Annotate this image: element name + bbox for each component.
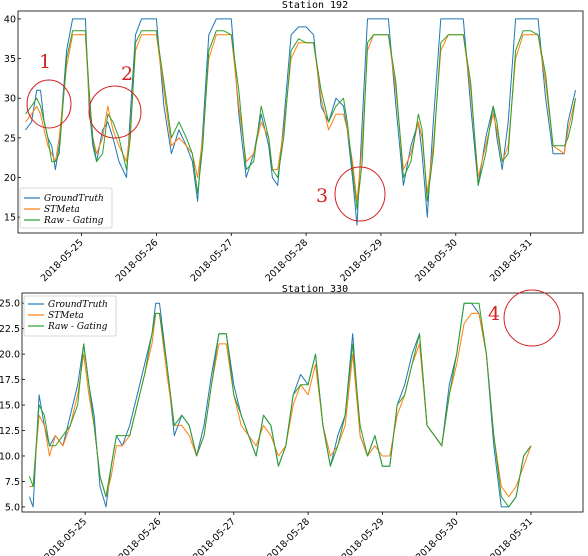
y-tick-label: 15.0 <box>0 401 20 412</box>
x-tick-label: 2018-05-25 <box>42 516 89 556</box>
series-line-raw-gating <box>25 30 576 210</box>
x-axis: 2018-05-25 2018-05-26 2018-05-27 2018-05-28… <box>39 233 535 284</box>
y-tick-label: 20.0 <box>0 350 20 361</box>
plot-area <box>25 18 576 226</box>
annotation-4: 4 <box>488 289 561 347</box>
plot-frame <box>17 10 584 234</box>
annotation-label-1: 1 <box>39 51 51 73</box>
annotation-label-3: 3 <box>316 185 328 207</box>
legend-label-groundtruth: GroundTruth <box>48 300 108 310</box>
x-tick-label: 2018-05-25 <box>39 237 86 284</box>
y-tick-label: 40 <box>4 14 16 25</box>
x-axis: 2018-05-25 2018-05-26 2018-05-27 2018-05-28… <box>42 512 535 556</box>
x-tick-label: 2018-05-27 <box>191 516 238 556</box>
series-line-stmeta <box>25 34 576 202</box>
y-tick-label: 30 <box>4 94 16 105</box>
annotation-label-2: 2 <box>121 63 133 85</box>
y-tick-label: 22.5 <box>0 324 20 335</box>
y-tick-label: 12.5 <box>0 426 20 437</box>
annotation-2: 2 <box>88 63 142 139</box>
x-tick-label: 2018-05-31 <box>488 237 535 284</box>
x-tick-label: 2018-05-28 <box>265 516 312 556</box>
x-tick-label: 2018-05-27 <box>189 237 236 284</box>
y-tick-label: 35 <box>4 54 16 65</box>
y-tick-label: 10.0 <box>0 451 20 462</box>
x-tick-label: 2018-05-30 <box>413 237 460 284</box>
legend-label-raw-gating: Raw - Gating <box>43 216 104 226</box>
y-tick-label: 17.5 <box>0 375 20 386</box>
x-tick-label: 2018-05-26 <box>114 237 161 284</box>
legend-box <box>19 187 113 229</box>
legend: GroundTruth STMeta Raw - Gating <box>23 295 117 337</box>
chart-station-330: Station 330 5.0 7.5 10.0 12.5 15.0 17.5 20.0 22… <box>0 284 584 556</box>
plot-frame <box>21 292 584 513</box>
series-line-raw-gating <box>28 302 532 508</box>
annotation-circle-2 <box>88 85 142 139</box>
annotation-circle-4 <box>503 289 561 347</box>
y-tick-label: 25.0 <box>0 299 20 310</box>
legend: GroundTruth STMeta Raw - Gating <box>19 187 113 229</box>
y-tick-label: 15 <box>4 213 16 224</box>
plot-area <box>28 302 532 508</box>
x-tick-label: 2018-05-28 <box>263 237 310 284</box>
x-tick-label: 2018-05-26 <box>117 516 164 556</box>
x-tick-label: 2018-05-29 <box>340 516 387 556</box>
legend-label-groundtruth: GroundTruth <box>44 194 104 204</box>
legend-box <box>23 295 117 337</box>
annotation-3: 3 <box>316 166 386 222</box>
y-tick-label: 25 <box>4 133 16 144</box>
annotation-label-4: 4 <box>488 303 500 325</box>
x-tick-label: 2018-05-29 <box>338 237 385 284</box>
y-axis: 5.0 7.5 10.0 12.5 15.0 17.5 20.0 22.5 25.0 <box>0 299 25 513</box>
legend-label-stmeta: STMeta <box>44 205 80 215</box>
legend-label-raw-gating: Raw - Gating <box>47 322 108 332</box>
y-axis: 15 20 25 30 35 40 <box>4 14 21 224</box>
chart-title: Station 192 <box>282 0 348 11</box>
y-tick-label: 7.5 <box>5 477 20 488</box>
annotation-1: 1 <box>26 51 72 129</box>
x-tick-label: 2018-05-31 <box>488 516 535 556</box>
legend-label-stmeta: STMeta <box>48 311 84 321</box>
x-tick-label: 2018-05-30 <box>414 516 461 556</box>
series-line-stmeta <box>29 312 532 498</box>
chart-title: Station 330 <box>282 284 348 295</box>
annotation-circle-3 <box>334 166 386 222</box>
annotation-circle-1 <box>26 79 72 129</box>
y-tick-label: 20 <box>4 173 16 184</box>
y-tick-label: 5.0 <box>5 502 20 513</box>
